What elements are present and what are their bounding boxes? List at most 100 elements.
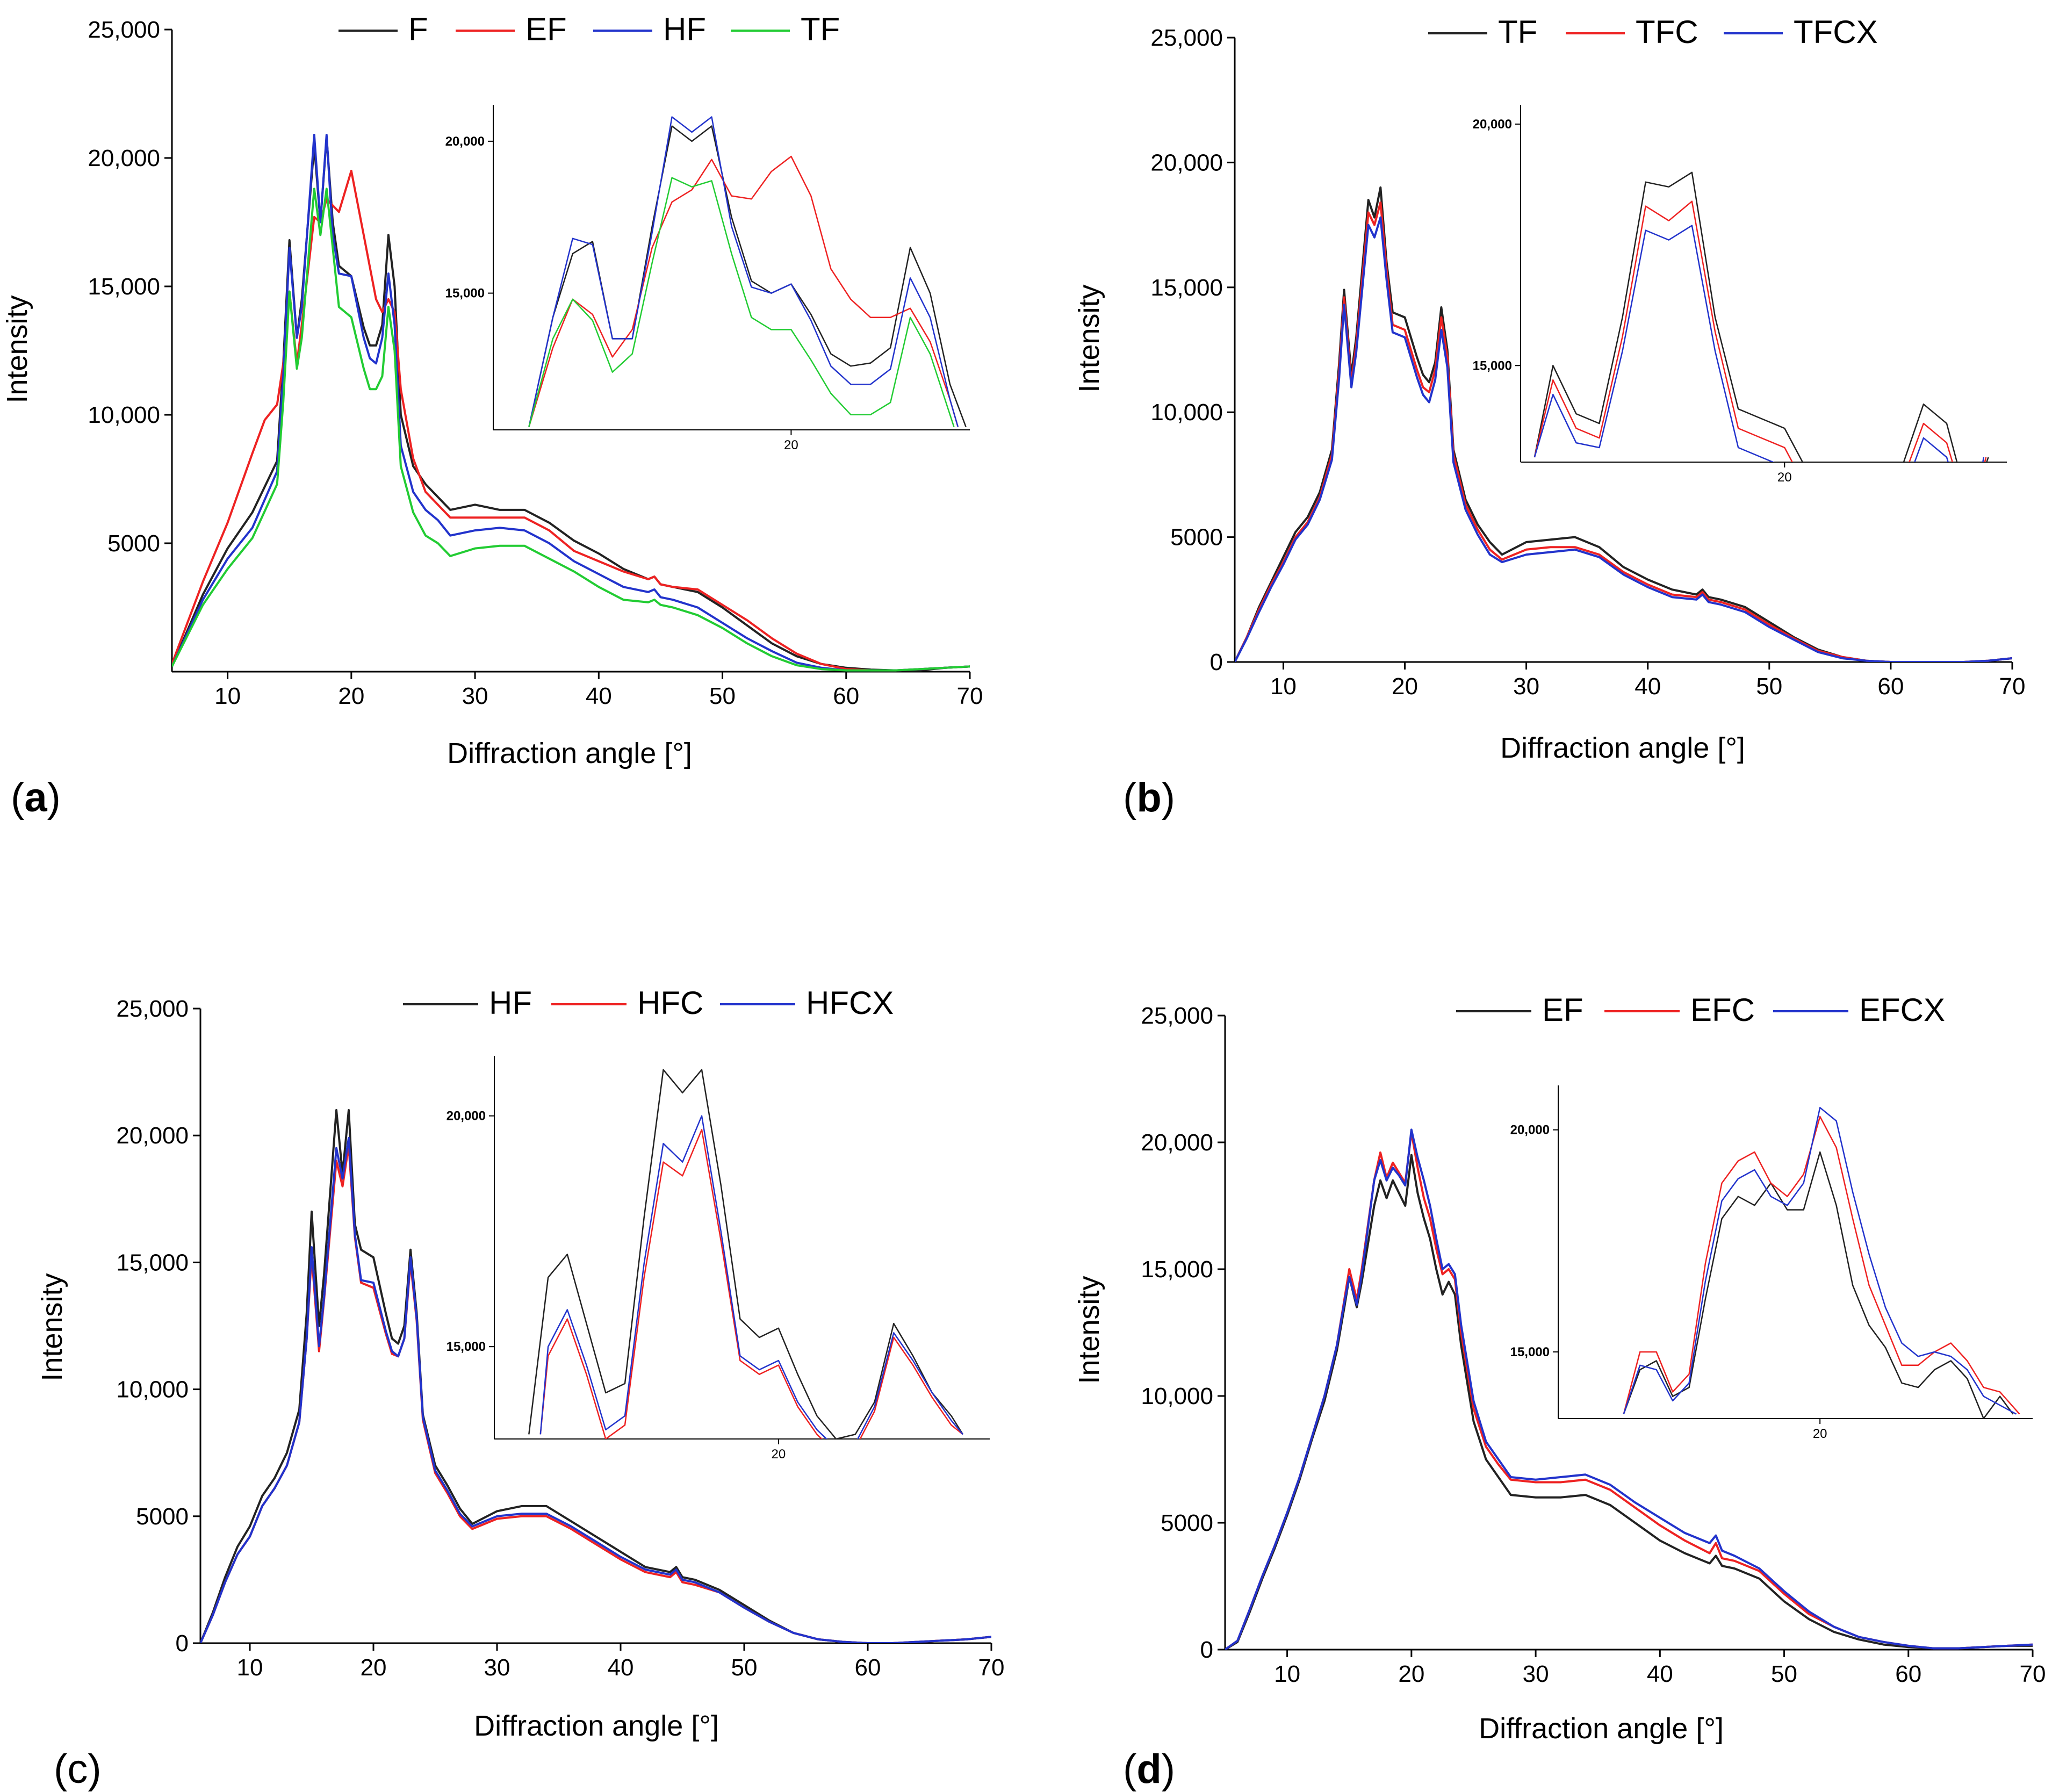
panel-d: 10 20 30 40 50 60 70 0 5000 10,000 15,000 20,000 25,… — [1073, 992, 2046, 1792]
series-line-hf — [172, 134, 970, 672]
x-tick-label: 30 — [1513, 673, 1539, 700]
series-group — [1225, 1128, 2033, 1650]
y-tick-label: 25,000 — [1141, 1003, 1213, 1029]
y-tick-label: 5000 — [136, 1503, 189, 1530]
x-tick-label: 60 — [1877, 673, 1904, 700]
legend-label-tfc: TFC — [1636, 14, 1698, 50]
series-group — [1235, 186, 2012, 662]
x-axis-title: Diffraction angle [°] — [1500, 732, 1745, 764]
inset-series-group — [1533, 171, 1989, 462]
inset-y-tick-label: 15,000 — [447, 1340, 486, 1354]
panel-c: 10 20 30 40 50 60 70 0 5000 10,000 15,000 20,000 25,… — [36, 985, 1004, 1792]
y-axis-title: Intensity — [1073, 1276, 1105, 1384]
y-tick-label: 0 — [1200, 1637, 1213, 1663]
panel-b: 10 20 30 40 50 60 70 0 5000 10,000 15,000 20,000 25,… — [1073, 14, 2025, 821]
x-tick-label: 30 — [1523, 1661, 1549, 1687]
x-tick-label: 30 — [484, 1654, 510, 1681]
series-line-efcx — [1225, 1128, 2033, 1650]
x-tick-label: 20 — [1398, 1661, 1424, 1687]
y-tick-label: 0 — [176, 1630, 189, 1657]
y-tick-label: 15,000 — [88, 274, 160, 300]
y-tick-label: 20,000 — [1150, 149, 1223, 176]
x-tick-label: 70 — [957, 683, 983, 709]
x-tick-label: 10 — [237, 1654, 263, 1681]
inset-series-line-tfcx — [1533, 225, 1985, 462]
x-tick-label: 50 — [1756, 673, 1782, 700]
x-tick-label: 40 — [608, 1654, 634, 1681]
x-tick-label: 70 — [978, 1654, 1005, 1681]
inset-series-line-hfcx — [539, 1115, 963, 1439]
series-group — [172, 134, 970, 672]
series-line-tfcx — [1235, 216, 2012, 662]
y-tick-label: 10,000 — [1150, 399, 1223, 426]
inset-y-tick-label: 20,000 — [1510, 1123, 1550, 1138]
x-tick-label: 20 — [361, 1654, 387, 1681]
series-line-hfcx — [200, 1136, 991, 1643]
x-tick-label: 70 — [1999, 673, 2026, 700]
inset-series-line-efc — [1623, 1115, 2020, 1415]
y-tick-label: 15,000 — [1141, 1256, 1213, 1283]
y-tick-label: 5000 — [1170, 524, 1223, 551]
x-tick-label: 10 — [1274, 1661, 1300, 1687]
x-tick-label: 60 — [855, 1654, 881, 1681]
inset-series-group — [528, 1069, 964, 1439]
legend-label-efc: EFC — [1690, 992, 1755, 1028]
legend-label-ef: EF — [525, 11, 567, 47]
inset-series-group — [528, 116, 967, 427]
x-axis-title: Diffraction angle [°] — [1479, 1712, 1724, 1745]
legend: F EF HF TF — [339, 11, 840, 47]
legend: HF HFC HFCX — [403, 985, 894, 1021]
inset-series-line-hfc — [539, 1129, 963, 1439]
panel-label: (c) — [54, 1746, 102, 1792]
inset-series-line-efcx — [1623, 1107, 2017, 1415]
y-tick-label: 10,000 — [88, 402, 160, 428]
panel-label-letter: c — [67, 1746, 88, 1792]
y-tick-label: 0 — [1210, 649, 1223, 675]
legend-label-hf: HF — [663, 11, 706, 47]
x-tick-label: 20 — [338, 683, 364, 709]
panel-label-open: ( — [54, 1746, 67, 1792]
x-tick-label: 60 — [1895, 1661, 1921, 1687]
y-axis-title: Intensity — [1073, 284, 1105, 392]
panel-label-letter: b — [1136, 775, 1161, 821]
legend-label-tfcx: TFCX — [1794, 14, 1878, 50]
inset-series-group — [1623, 1107, 2020, 1419]
inset-y-tick-label: 15,000 — [1473, 358, 1512, 373]
x-tick-label: 10 — [214, 683, 241, 709]
legend-label-hf: HF — [489, 985, 532, 1021]
panel-label-open: ( — [11, 775, 24, 821]
y-tick-label: 25,000 — [1150, 25, 1223, 51]
panel-label-open: ( — [1123, 775, 1136, 821]
panel-label-letter: a — [24, 775, 47, 821]
x-tick-label: 70 — [2020, 1661, 2046, 1687]
panel-label-close: ) — [47, 775, 61, 821]
y-tick-label: 15,000 — [116, 1249, 189, 1276]
inset-x-tick-label: 20 — [784, 438, 798, 452]
x-tick-label: 60 — [833, 683, 859, 709]
inset-series-line-tf — [1533, 171, 1989, 462]
legend-label-ef: EF — [1542, 992, 1583, 1028]
y-tick-label: 25,000 — [88, 17, 160, 43]
inset: 20 15,000 20,000 — [1473, 105, 2007, 485]
legend: EF EFC EFCX — [1456, 992, 1945, 1028]
x-tick-label: 20 — [1392, 673, 1418, 700]
x-tick-label: 10 — [1270, 673, 1297, 700]
y-tick-label: 20,000 — [88, 145, 160, 171]
x-axis-title: Diffraction angle [°] — [447, 737, 692, 769]
panel-label: (a) — [11, 775, 61, 821]
inset-series-line-tfc — [1533, 200, 1987, 462]
inset-series-line-ef — [528, 155, 959, 427]
legend-label-efcx: EFCX — [1859, 992, 1945, 1028]
panel-label: (b) — [1123, 775, 1175, 821]
y-tick-label: 10,000 — [116, 1377, 189, 1403]
legend: TF TFC TFCX — [1428, 14, 1878, 50]
y-tick-label: 25,000 — [116, 996, 189, 1022]
inset-series-line-tf — [528, 177, 955, 427]
legend-label-tf: TF — [801, 11, 840, 47]
panel-label-letter: d — [1136, 1746, 1161, 1792]
inset-y-tick-label: 20,000 — [447, 1109, 486, 1124]
legend-label-hfc: HFC — [637, 985, 703, 1021]
panel-label-close: ) — [88, 1746, 101, 1792]
